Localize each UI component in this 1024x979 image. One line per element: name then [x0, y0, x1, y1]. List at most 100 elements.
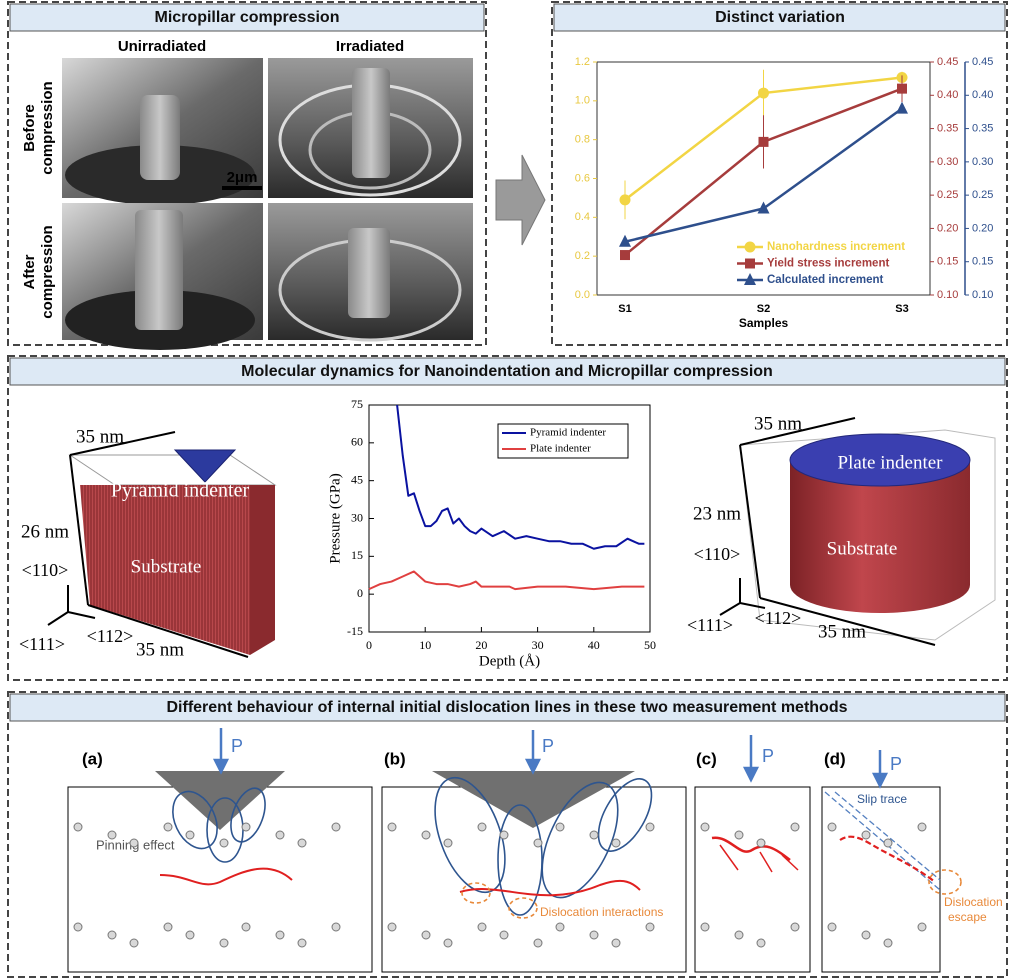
obstacle — [917, 922, 927, 932]
axis-arrow — [47, 611, 69, 626]
legend-label: Nanohardness increment — [767, 241, 905, 253]
direction-label: <110> — [694, 544, 741, 564]
x-tick-label: 10 — [419, 638, 431, 652]
obstacle — [756, 838, 766, 848]
panel-header — [9, 357, 1006, 386]
y-tick-label: 30 — [351, 510, 363, 524]
panel-header — [9, 693, 1006, 722]
dislocation-line — [711, 836, 791, 861]
dimension-line — [87, 604, 249, 658]
substrate-label: Substrate — [131, 556, 202, 577]
loop — [230, 787, 266, 843]
note: Dislocation interactions — [540, 905, 663, 919]
panel-title: Different behaviour of internal initial … — [166, 699, 847, 716]
y-tick-label: 0.25 — [972, 189, 993, 201]
data-point — [896, 101, 908, 114]
obstacle — [790, 822, 800, 832]
pyramid-indenter — [155, 771, 285, 830]
indenter-label: Plate indenter — [838, 452, 944, 473]
row-label-line: After — [21, 254, 38, 289]
sem-image — [268, 203, 473, 342]
pillar — [135, 210, 183, 330]
panel-frame — [551, 1, 1008, 346]
obstacle — [241, 922, 251, 932]
y-tick-label: 0.45 — [937, 56, 958, 68]
subpanel-label: (d) — [824, 749, 846, 768]
data-point — [897, 83, 907, 94]
pillar — [140, 95, 180, 180]
interaction-mark — [508, 897, 538, 919]
obstacle — [297, 838, 307, 848]
y-tick-label: 0 — [357, 586, 363, 600]
y-tick-label: 0.20 — [937, 222, 958, 234]
x-tick-label: 20 — [475, 638, 487, 652]
dimension-label: 23 nm — [693, 503, 741, 524]
obstacle — [275, 930, 285, 940]
legend-box — [497, 423, 629, 459]
dimension-label: 35 nm — [136, 639, 184, 660]
flow-arrow — [495, 154, 546, 246]
arrowhead — [742, 766, 760, 783]
box-outline — [739, 429, 996, 641]
direction-label: <111> — [687, 615, 733, 635]
loop — [172, 790, 218, 850]
y-tick-label: 0.35 — [972, 122, 993, 134]
obstacle — [163, 922, 173, 932]
row-label-line: compression — [39, 81, 56, 174]
obstacle — [645, 822, 655, 832]
y-tick-label: 0.0 — [575, 289, 590, 301]
escape-mark — [928, 869, 962, 895]
sem-image: 2μm — [62, 58, 263, 205]
obstacle — [387, 822, 397, 832]
obstacle — [790, 922, 800, 932]
obstacle — [185, 830, 195, 840]
variation-chart: 0.0 0.2 0.4 0.6 0.8 1.0 1.2 0.10 0.15 0.20 0.25 0.3… — [575, 56, 994, 330]
series-line — [368, 570, 645, 591]
dislocation-loops — [172, 776, 653, 916]
axis-arrow — [719, 602, 741, 616]
legend-marker — [744, 273, 756, 285]
y-tick-label: 0.4 — [575, 211, 590, 223]
legend-label: Pyramid indenter — [530, 427, 606, 439]
panel-title: Distinct variation — [715, 9, 845, 26]
direction-label: <112> — [87, 626, 134, 646]
data-point — [758, 136, 769, 147]
sem-image — [62, 203, 263, 350]
column-label: Unirradiated — [118, 38, 206, 55]
row-label: Before compression — [21, 81, 56, 174]
data-point — [757, 201, 770, 214]
pillar — [348, 228, 390, 318]
obstacle — [499, 930, 509, 940]
obstacle — [827, 922, 837, 932]
obstacle — [477, 822, 487, 832]
obstacle — [185, 930, 195, 940]
obstacle — [387, 922, 397, 932]
obstacle — [533, 938, 543, 948]
dimension-line — [69, 454, 89, 606]
y-tick-label: 0.8 — [575, 134, 590, 146]
x-axis-label: Samples — [739, 316, 789, 330]
y-tick-label: 60 — [351, 435, 363, 449]
dimension-line — [739, 417, 856, 446]
data-point — [758, 87, 769, 99]
x-tick-label: 30 — [532, 638, 544, 652]
dimension-line — [69, 431, 176, 456]
obstacle — [163, 822, 173, 832]
x-tick-label: S2 — [757, 303, 770, 315]
legend-marker — [744, 241, 756, 253]
y-axis-label: Pressure (GPa) — [327, 473, 343, 563]
obstacle — [555, 922, 565, 932]
obstacle — [443, 938, 453, 948]
obstacle — [883, 938, 893, 948]
note: escape — [948, 910, 987, 924]
obstacle — [443, 838, 453, 848]
note: Dislocation — [944, 895, 1003, 909]
obstacle — [275, 830, 285, 840]
y-tick-label: 75 — [351, 397, 363, 411]
obstacle — [734, 830, 744, 840]
panel-frame — [7, 1, 487, 346]
load-label: P — [890, 754, 902, 774]
row-label: After compression — [21, 225, 56, 318]
obstacle — [297, 938, 307, 948]
